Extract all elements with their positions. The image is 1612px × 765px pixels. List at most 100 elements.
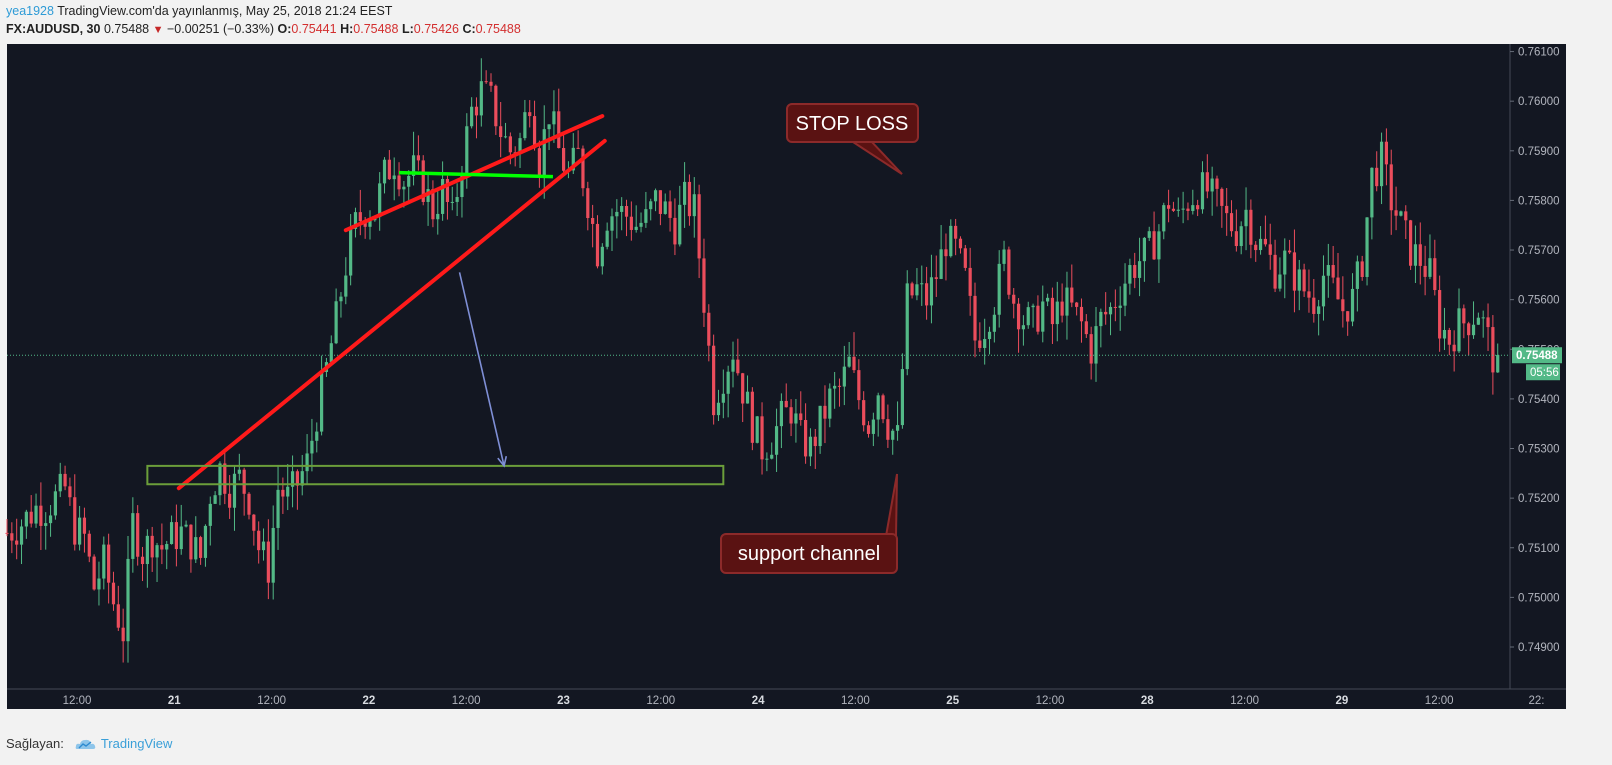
- candle-body: [1046, 297, 1050, 302]
- candle-body: [1423, 265, 1427, 277]
- support-callout[interactable]: [720, 533, 898, 574]
- candle-body: [1379, 141, 1384, 187]
- candle-body: [1486, 317, 1490, 328]
- candle-body: [862, 400, 866, 426]
- last-price-badge-label: 0.75488: [1516, 350, 1558, 362]
- candle-body: [10, 533, 14, 541]
- candle-body: [1021, 325, 1025, 330]
- candle-body: [179, 526, 183, 550]
- candle-body: [1181, 208, 1185, 210]
- symbol-line: FX:AUDUSD, 30 0.75488 ▼ −0.00251 (−0.33%…: [6, 22, 521, 36]
- candle-body: [344, 275, 348, 297]
- candle-body: [779, 400, 783, 427]
- candle-body: [895, 425, 900, 431]
- candle-body: [73, 497, 77, 545]
- time-tick-label: 21: [168, 695, 181, 707]
- candle-body: [857, 370, 861, 401]
- price-tick-label: 0.76100: [1518, 47, 1560, 59]
- candle-body: [474, 106, 479, 116]
- candle-body: [1220, 188, 1224, 206]
- projection-arrow[interactable]: [458, 272, 505, 467]
- high-label: H:: [340, 22, 354, 36]
- candle-body: [247, 493, 251, 515]
- candle-body: [1428, 258, 1432, 277]
- candle-body: [1007, 249, 1011, 295]
- candle-body: [242, 469, 246, 494]
- candle-body: [716, 402, 721, 416]
- candle-body: [58, 473, 62, 492]
- candle-body: [1268, 244, 1272, 255]
- candle-body: [305, 453, 309, 472]
- open-label: O:: [277, 22, 292, 36]
- candles-layer: [5, 58, 1500, 663]
- candle-body: [1089, 334, 1093, 364]
- candle-body: [891, 430, 895, 440]
- candle-body: [1196, 205, 1200, 210]
- candle-body: [441, 178, 445, 214]
- provider-label: Sağlayan:: [6, 736, 64, 751]
- candle-body: [470, 106, 474, 127]
- candle-body: [460, 175, 464, 198]
- candle-body: [387, 159, 391, 180]
- candle-body: [983, 339, 987, 348]
- candle-body: [63, 473, 67, 487]
- time-tick-label: 22: [363, 695, 376, 707]
- candle-body: [1070, 287, 1074, 303]
- candle-body: [310, 440, 314, 454]
- candle-body: [552, 111, 556, 125]
- candle-body: [1413, 244, 1418, 266]
- candle-body: [1229, 213, 1234, 232]
- candle-body: [53, 491, 57, 516]
- price-tick-label: 0.75800: [1518, 195, 1560, 207]
- candle-body: [697, 194, 701, 259]
- candle-body: [547, 124, 551, 130]
- candle-body: [160, 545, 164, 550]
- candle-body: [1200, 172, 1205, 210]
- candle-body: [228, 493, 232, 508]
- candle-body: [1176, 209, 1180, 211]
- author-link[interactable]: yea1928: [6, 4, 54, 18]
- candle-body: [683, 181, 687, 205]
- candle-body: [1384, 141, 1388, 165]
- symbol-label: FX:AUDUSD, 30: [6, 22, 101, 36]
- publish-info: TradingView.com'da yayınlanmış, May 25, …: [57, 4, 393, 18]
- candle-body: [818, 405, 822, 447]
- candle-body: [29, 511, 33, 524]
- trend-line[interactable]: [176, 138, 607, 491]
- candle-body: [421, 160, 425, 202]
- candle-body: [97, 578, 101, 590]
- candle-body: [320, 371, 324, 432]
- candle-body: [920, 283, 924, 285]
- plot-area[interactable]: [7, 44, 1510, 689]
- candle-body: [929, 277, 934, 306]
- candle-body: [794, 413, 798, 424]
- candle-body: [237, 469, 241, 474]
- stop-loss-callout[interactable]: [786, 103, 919, 143]
- candle-body: [339, 296, 343, 302]
- candle-body: [208, 503, 212, 526]
- candle-body: [1471, 324, 1476, 336]
- candle-body: [1452, 344, 1456, 352]
- candle-body: [1036, 305, 1040, 332]
- candle-body: [1283, 250, 1287, 275]
- candle-body: [1321, 275, 1326, 307]
- support-rectangle[interactable]: [146, 464, 725, 486]
- price-tick-label: 0.75100: [1518, 543, 1560, 555]
- candle-body: [1186, 208, 1190, 211]
- candle-body: [218, 463, 222, 496]
- candle-body: [87, 533, 91, 557]
- candle-body: [760, 416, 764, 460]
- last-price: 0.75488: [103, 22, 150, 36]
- candle-body: [1288, 250, 1292, 253]
- high-value: 0.75488: [353, 22, 399, 36]
- candle-body: [92, 556, 96, 590]
- stop-loss-line[interactable]: [398, 170, 553, 179]
- candle-body: [687, 181, 692, 217]
- tradingview-link[interactable]: TradingView: [74, 736, 172, 751]
- candle-body: [702, 258, 706, 313]
- time-axis[interactable]: [7, 689, 1566, 709]
- candle-body: [1389, 164, 1393, 211]
- candle-body: [1234, 231, 1238, 247]
- candle-body: [1244, 209, 1248, 227]
